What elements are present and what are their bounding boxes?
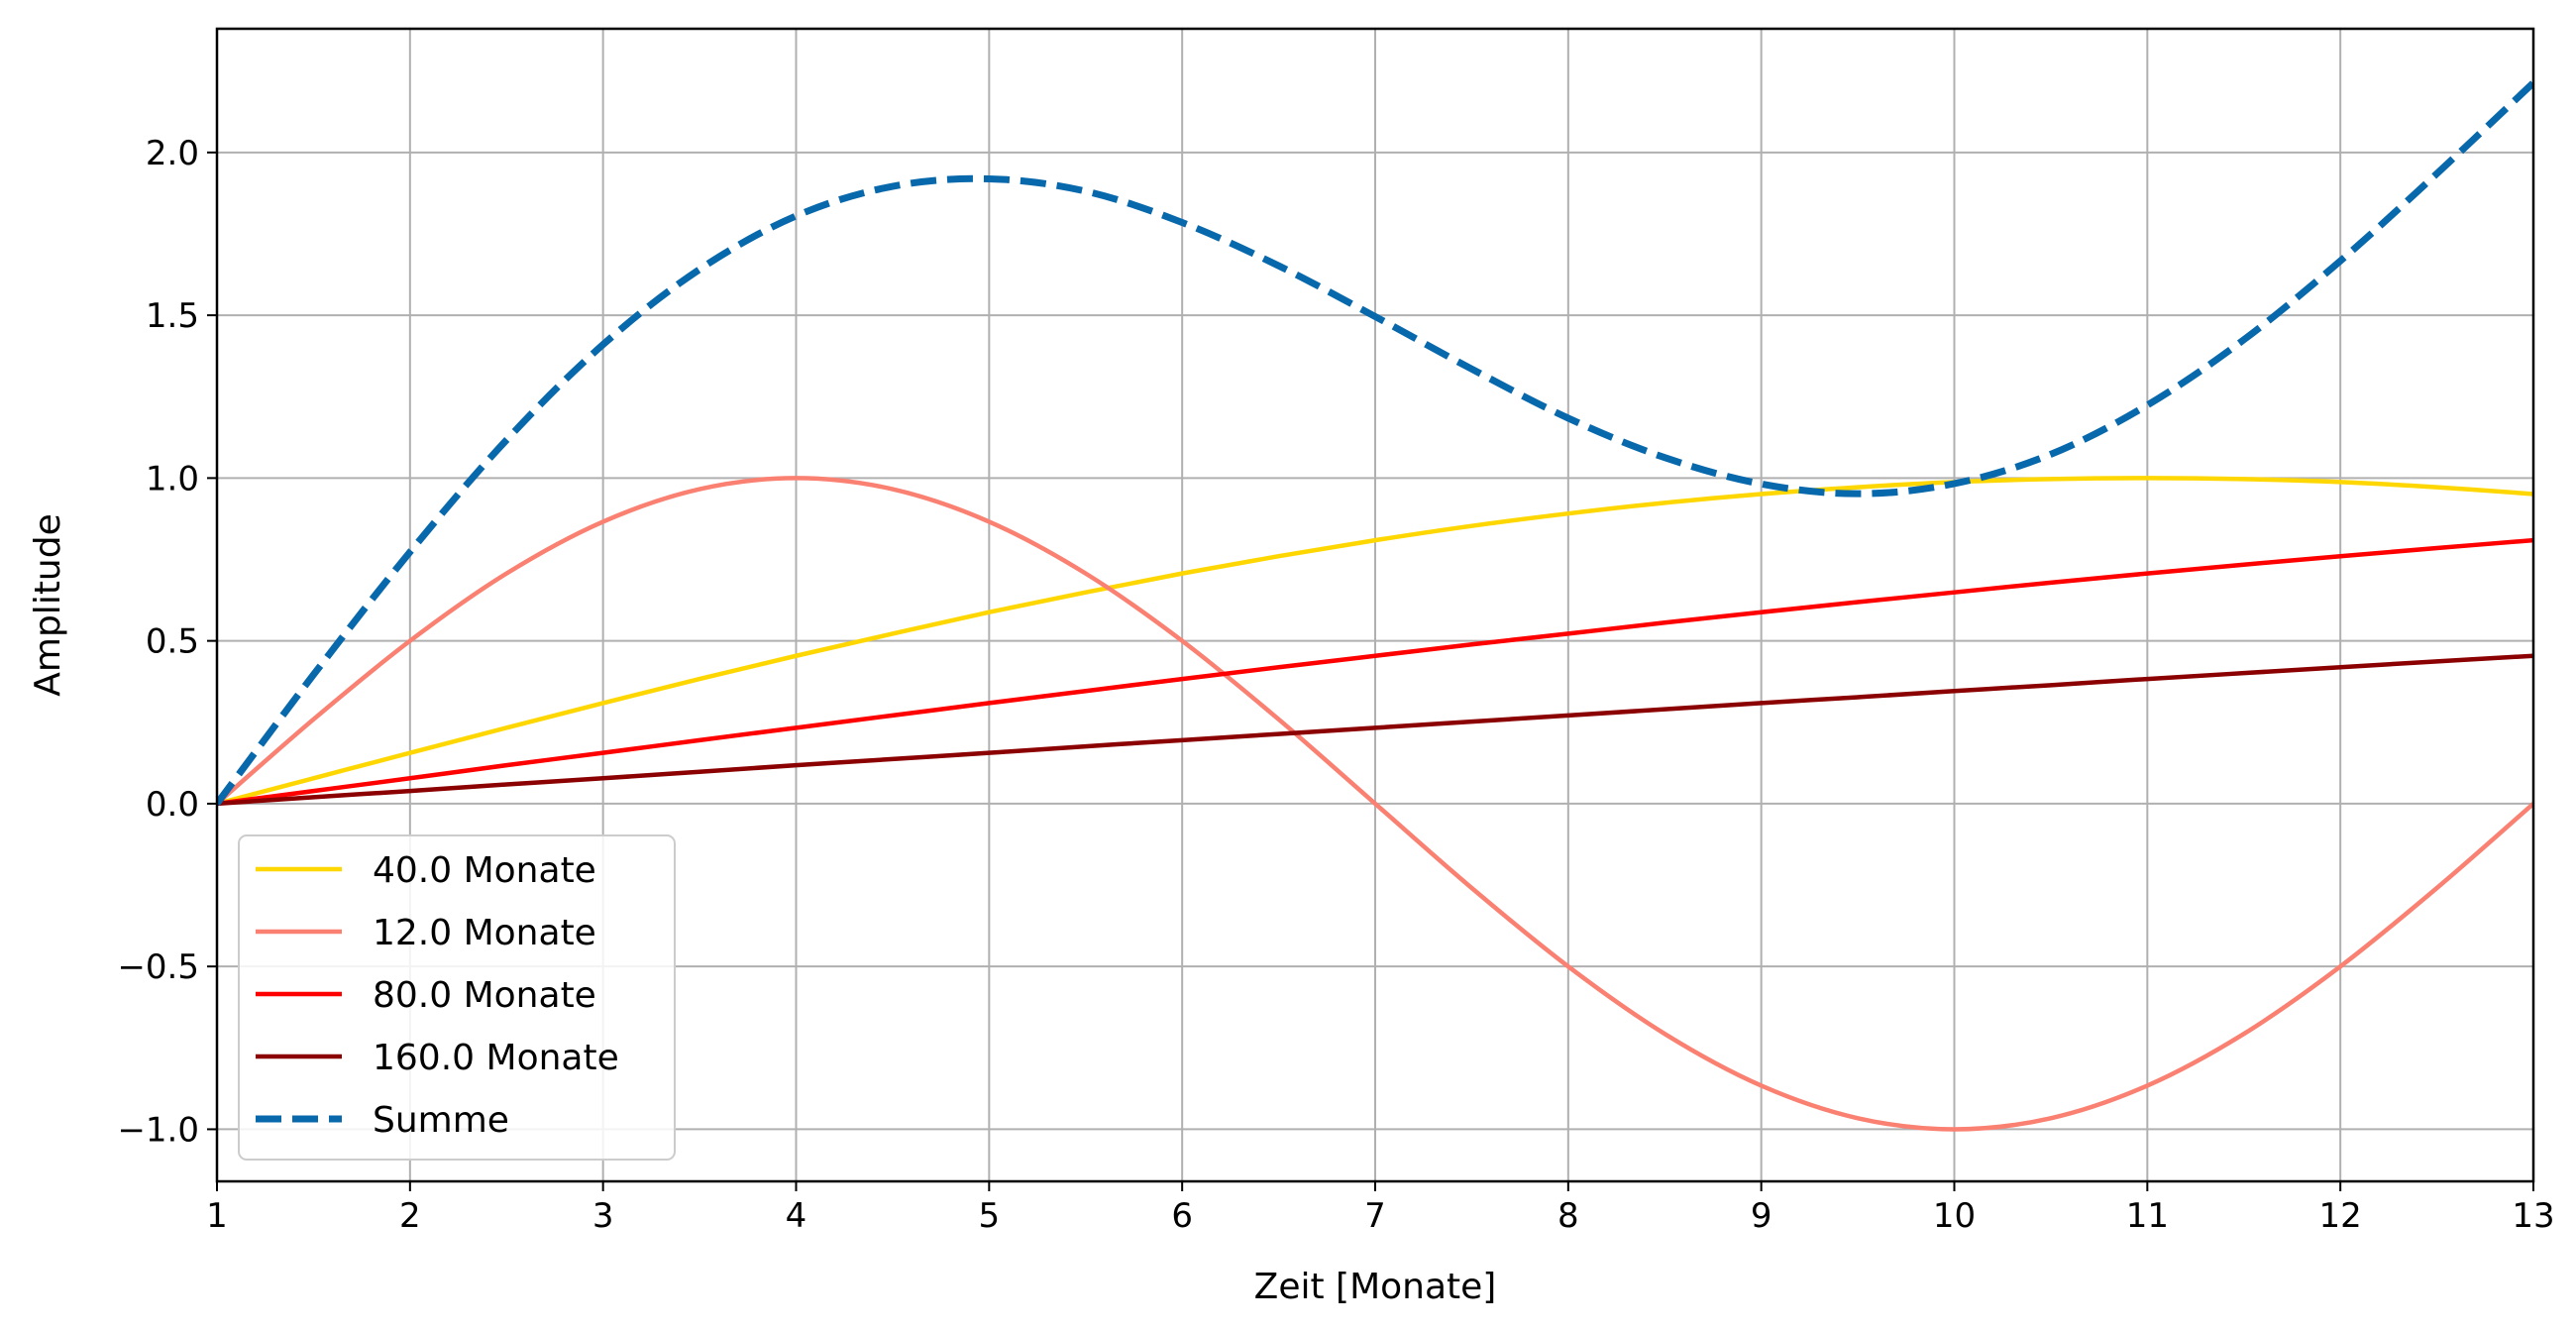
series-line-2	[217, 537, 2533, 807]
grid	[216, 29, 2534, 1181]
x-tick-label: 6	[1171, 1196, 1193, 1236]
series-line-0	[217, 476, 2533, 807]
x-tick-label: 1	[206, 1196, 228, 1236]
legend-label: Summe	[373, 1100, 509, 1141]
x-tick-label: 3	[592, 1196, 614, 1236]
x-tick-label: 13	[2512, 1196, 2554, 1236]
series-line-1	[217, 476, 2533, 1132]
x-tick-label: 8	[1557, 1196, 1579, 1236]
legend-label: 40.0 Monate	[373, 850, 596, 891]
y-tick-label: 0.5	[146, 622, 199, 662]
legend-box	[238, 834, 676, 1161]
x-tick-label: 2	[399, 1196, 421, 1236]
legend-label: 160.0 Monate	[373, 1038, 619, 1078]
y-axis-label: Amplitude	[28, 513, 68, 696]
y-tick-label: 2.0	[146, 134, 199, 173]
y-tick-label: 0.0	[146, 785, 199, 825]
y-tick-label: −1.0	[117, 1110, 199, 1150]
x-tick-label: 9	[1751, 1196, 1772, 1236]
legend: 40.0 Monate 12.0 Monate 80.0 Monate 160.0 M…	[238, 834, 676, 1161]
y-tick-label: 1.0	[146, 459, 199, 499]
x-tick-label: 10	[1933, 1196, 1976, 1236]
series-group	[217, 79, 2533, 1132]
x-tick-label: 7	[1364, 1196, 1386, 1236]
series-line-3	[217, 653, 2533, 807]
x-tick-label: 4	[786, 1196, 807, 1236]
axis-ticks: 1 2 3 4 5 6 7 8 9 10 11 12 13−1.0−0.50.00.51.01.52.0	[117, 134, 2554, 1236]
legend-label: 12.0 Monate	[373, 913, 596, 953]
x-tick-label: 12	[2319, 1196, 2362, 1236]
series-line-4	[217, 79, 2533, 806]
y-tick-label: −0.5	[117, 947, 199, 987]
x-tick-label: 5	[979, 1196, 1001, 1236]
y-tick-label: 1.5	[146, 296, 199, 336]
legend-label: 80.0 Monate	[373, 975, 596, 1016]
x-axis-label: Zeit [Monate]	[1254, 1267, 1497, 1307]
x-tick-label: 11	[2126, 1196, 2169, 1236]
